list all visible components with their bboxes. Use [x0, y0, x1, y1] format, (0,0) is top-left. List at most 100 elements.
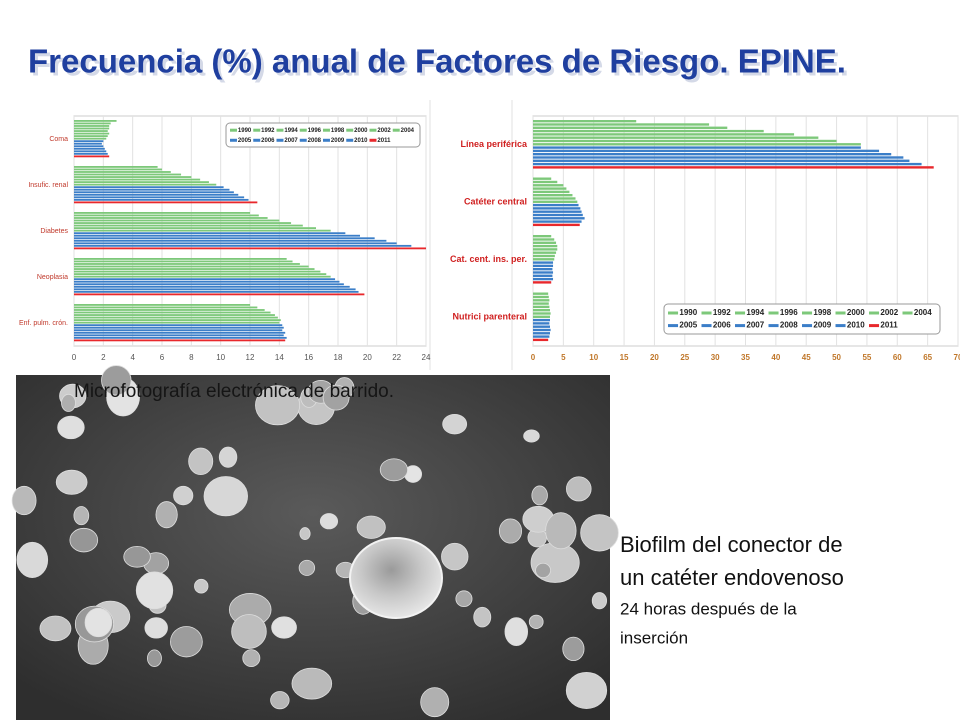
bar	[533, 159, 910, 162]
legend-swatch	[902, 311, 913, 315]
bar	[74, 120, 117, 122]
cell	[379, 458, 409, 482]
cell	[420, 687, 450, 718]
legend-swatch	[835, 324, 846, 328]
legend-label: 1996	[308, 128, 322, 134]
legend-swatch	[346, 128, 354, 132]
bar	[74, 183, 217, 186]
x-tick-label: 8	[189, 353, 194, 362]
bar	[533, 312, 551, 315]
detail-line: inserción	[620, 628, 688, 647]
bar	[74, 273, 327, 276]
legend-label: 1992	[261, 128, 275, 134]
bar	[533, 207, 581, 210]
cell	[69, 527, 99, 553]
legend-swatch	[346, 138, 354, 142]
bar	[74, 321, 280, 324]
cell	[39, 615, 72, 642]
bar	[533, 274, 553, 277]
bar	[533, 322, 550, 325]
x-tick-label: 50	[832, 353, 841, 362]
legend-swatch	[299, 128, 307, 132]
bar	[74, 247, 426, 250]
bar	[74, 196, 245, 199]
legend-label: 2006	[261, 138, 275, 144]
bar	[74, 309, 265, 311]
bar	[74, 290, 359, 293]
bar	[533, 251, 557, 254]
legend-swatch	[701, 311, 712, 315]
bar	[533, 309, 550, 312]
cell	[194, 578, 209, 594]
bar	[533, 217, 585, 220]
legend-label: 2000	[354, 128, 368, 134]
bar	[533, 235, 552, 238]
bar	[74, 150, 107, 153]
bar	[533, 184, 564, 187]
bar	[74, 311, 271, 314]
legend-swatch	[869, 324, 880, 328]
cell	[562, 636, 585, 662]
legend-swatch	[299, 138, 307, 142]
bar	[533, 299, 550, 302]
bar	[74, 135, 108, 138]
bar	[74, 265, 309, 268]
bar	[533, 302, 549, 305]
cell	[298, 559, 316, 576]
bar	[533, 318, 550, 322]
category-label: Línea periférica	[460, 139, 528, 149]
detail-line: 24 horas después de la	[620, 599, 797, 618]
bar	[533, 190, 570, 194]
x-tick-label: 15	[620, 353, 629, 362]
legend-swatch	[253, 138, 261, 142]
legend-swatch	[369, 138, 377, 142]
bar	[74, 306, 258, 309]
cell	[523, 429, 540, 443]
bar	[74, 212, 250, 214]
cell	[580, 514, 619, 552]
category-label: Neoplasia	[37, 274, 68, 281]
bar	[533, 295, 549, 299]
bar	[74, 137, 107, 140]
bar	[533, 238, 555, 241]
bar	[533, 220, 582, 223]
legend-label: 2002	[377, 128, 391, 134]
legend-label: 2009	[813, 321, 831, 330]
bar	[74, 293, 365, 296]
x-tick-label: 45	[802, 353, 811, 362]
bar	[533, 332, 550, 335]
bar	[74, 132, 110, 135]
legend-label: 1998	[331, 128, 345, 134]
bar	[533, 210, 582, 213]
bar	[74, 130, 108, 132]
bar	[74, 142, 102, 145]
cell	[101, 365, 132, 396]
caption-line: un catéter endovenoso	[620, 565, 844, 590]
x-tick-label: 5	[561, 353, 566, 362]
bar	[74, 201, 258, 204]
legend-swatch	[835, 311, 846, 315]
bar	[533, 136, 819, 139]
bar	[533, 123, 710, 126]
bar	[74, 280, 340, 283]
photo-background	[16, 375, 610, 720]
legend-label: 1992	[713, 308, 731, 317]
cell	[173, 485, 194, 506]
bar	[533, 120, 637, 123]
legend-swatch	[802, 324, 813, 328]
legend-label: 2005	[238, 138, 252, 144]
bar	[533, 305, 550, 309]
bar	[74, 198, 249, 201]
bar	[533, 129, 764, 133]
title-shadow: Frecuencia (%) anual de Factores de Ries…	[31, 46, 849, 83]
legend-swatch	[869, 311, 880, 315]
bar	[533, 162, 922, 166]
bar	[74, 214, 259, 217]
x-tick-label: 0	[531, 353, 536, 362]
bar	[74, 173, 182, 176]
bar	[74, 155, 110, 158]
bar	[533, 126, 728, 129]
x-tick-label: 10	[216, 353, 225, 362]
slide-title: Frecuencia (%) anual de Factores de Ries…	[28, 43, 846, 80]
